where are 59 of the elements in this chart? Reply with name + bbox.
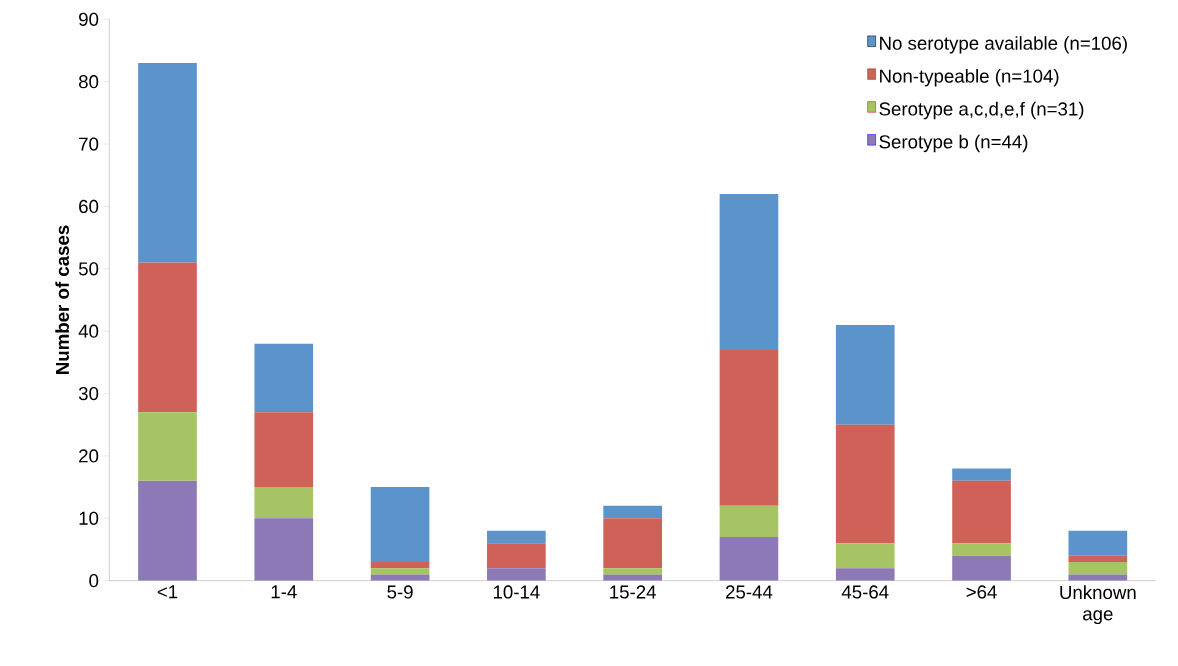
bar (254, 518, 314, 581)
bar (1068, 561, 1128, 575)
x-tick-label: 1-4 (271, 585, 297, 599)
x-tick-label: 15-24 (610, 585, 656, 599)
y-tick-label: 70 (79, 137, 99, 151)
bar (835, 324, 895, 425)
x-tick-label: Unknown age (1060, 585, 1136, 625)
bar (719, 193, 779, 350)
y-axis-title: Number of cases (55, 225, 70, 374)
bar (603, 505, 662, 519)
bar (719, 536, 779, 581)
bar (138, 62, 197, 263)
bar (952, 555, 1011, 581)
bar (952, 480, 1011, 544)
legend-label: Non-typeable (n=104) (880, 69, 1059, 87)
bar (487, 543, 546, 569)
bar (1068, 530, 1128, 556)
bar (487, 530, 546, 544)
bar (835, 424, 895, 544)
bar (254, 412, 314, 488)
bar (138, 412, 197, 481)
bar (138, 480, 197, 581)
y-tick-label: 0 (89, 574, 99, 588)
y-tick-label: 40 (78, 324, 99, 338)
bar (835, 568, 895, 581)
y-tick-label: 20 (79, 449, 99, 463)
bar (835, 543, 895, 569)
bar (952, 468, 1011, 481)
legend-label: Serotype b (n=44) (879, 134, 1028, 153)
bar (370, 568, 430, 575)
x-tick-label: 25-44 (726, 585, 773, 599)
bar (138, 262, 197, 413)
legend-label: Serotype a,c,d,e,f (n=31) (879, 101, 1084, 120)
bar (370, 574, 430, 581)
x-tick-label: >64 (966, 585, 997, 599)
bar (370, 561, 430, 569)
x-tick-label: 5-9 (387, 585, 413, 599)
y-tick-label: 60 (79, 199, 99, 214)
x-tick-label: 10-14 (493, 585, 540, 599)
x-tick-label: 45-64 (841, 585, 889, 599)
bar (603, 518, 662, 569)
y-tick-label: 10 (79, 511, 99, 525)
legend-label: No serotype available (n=106) (880, 36, 1127, 54)
y-tick-label: 50 (78, 262, 99, 276)
bar (603, 568, 662, 575)
bar (487, 568, 546, 581)
x-tick-label: <1 (157, 585, 178, 599)
bar (1068, 574, 1128, 581)
y-tick-label: 80 (78, 75, 99, 89)
bar (719, 349, 779, 506)
y-tick-label: 90 (79, 12, 99, 26)
bar (1068, 555, 1128, 562)
bar (603, 574, 662, 581)
y-tick-label: 30 (78, 386, 99, 401)
bar (719, 505, 779, 537)
bar (254, 343, 314, 413)
bar (952, 543, 1011, 556)
bar (370, 487, 430, 562)
bar (254, 487, 314, 519)
